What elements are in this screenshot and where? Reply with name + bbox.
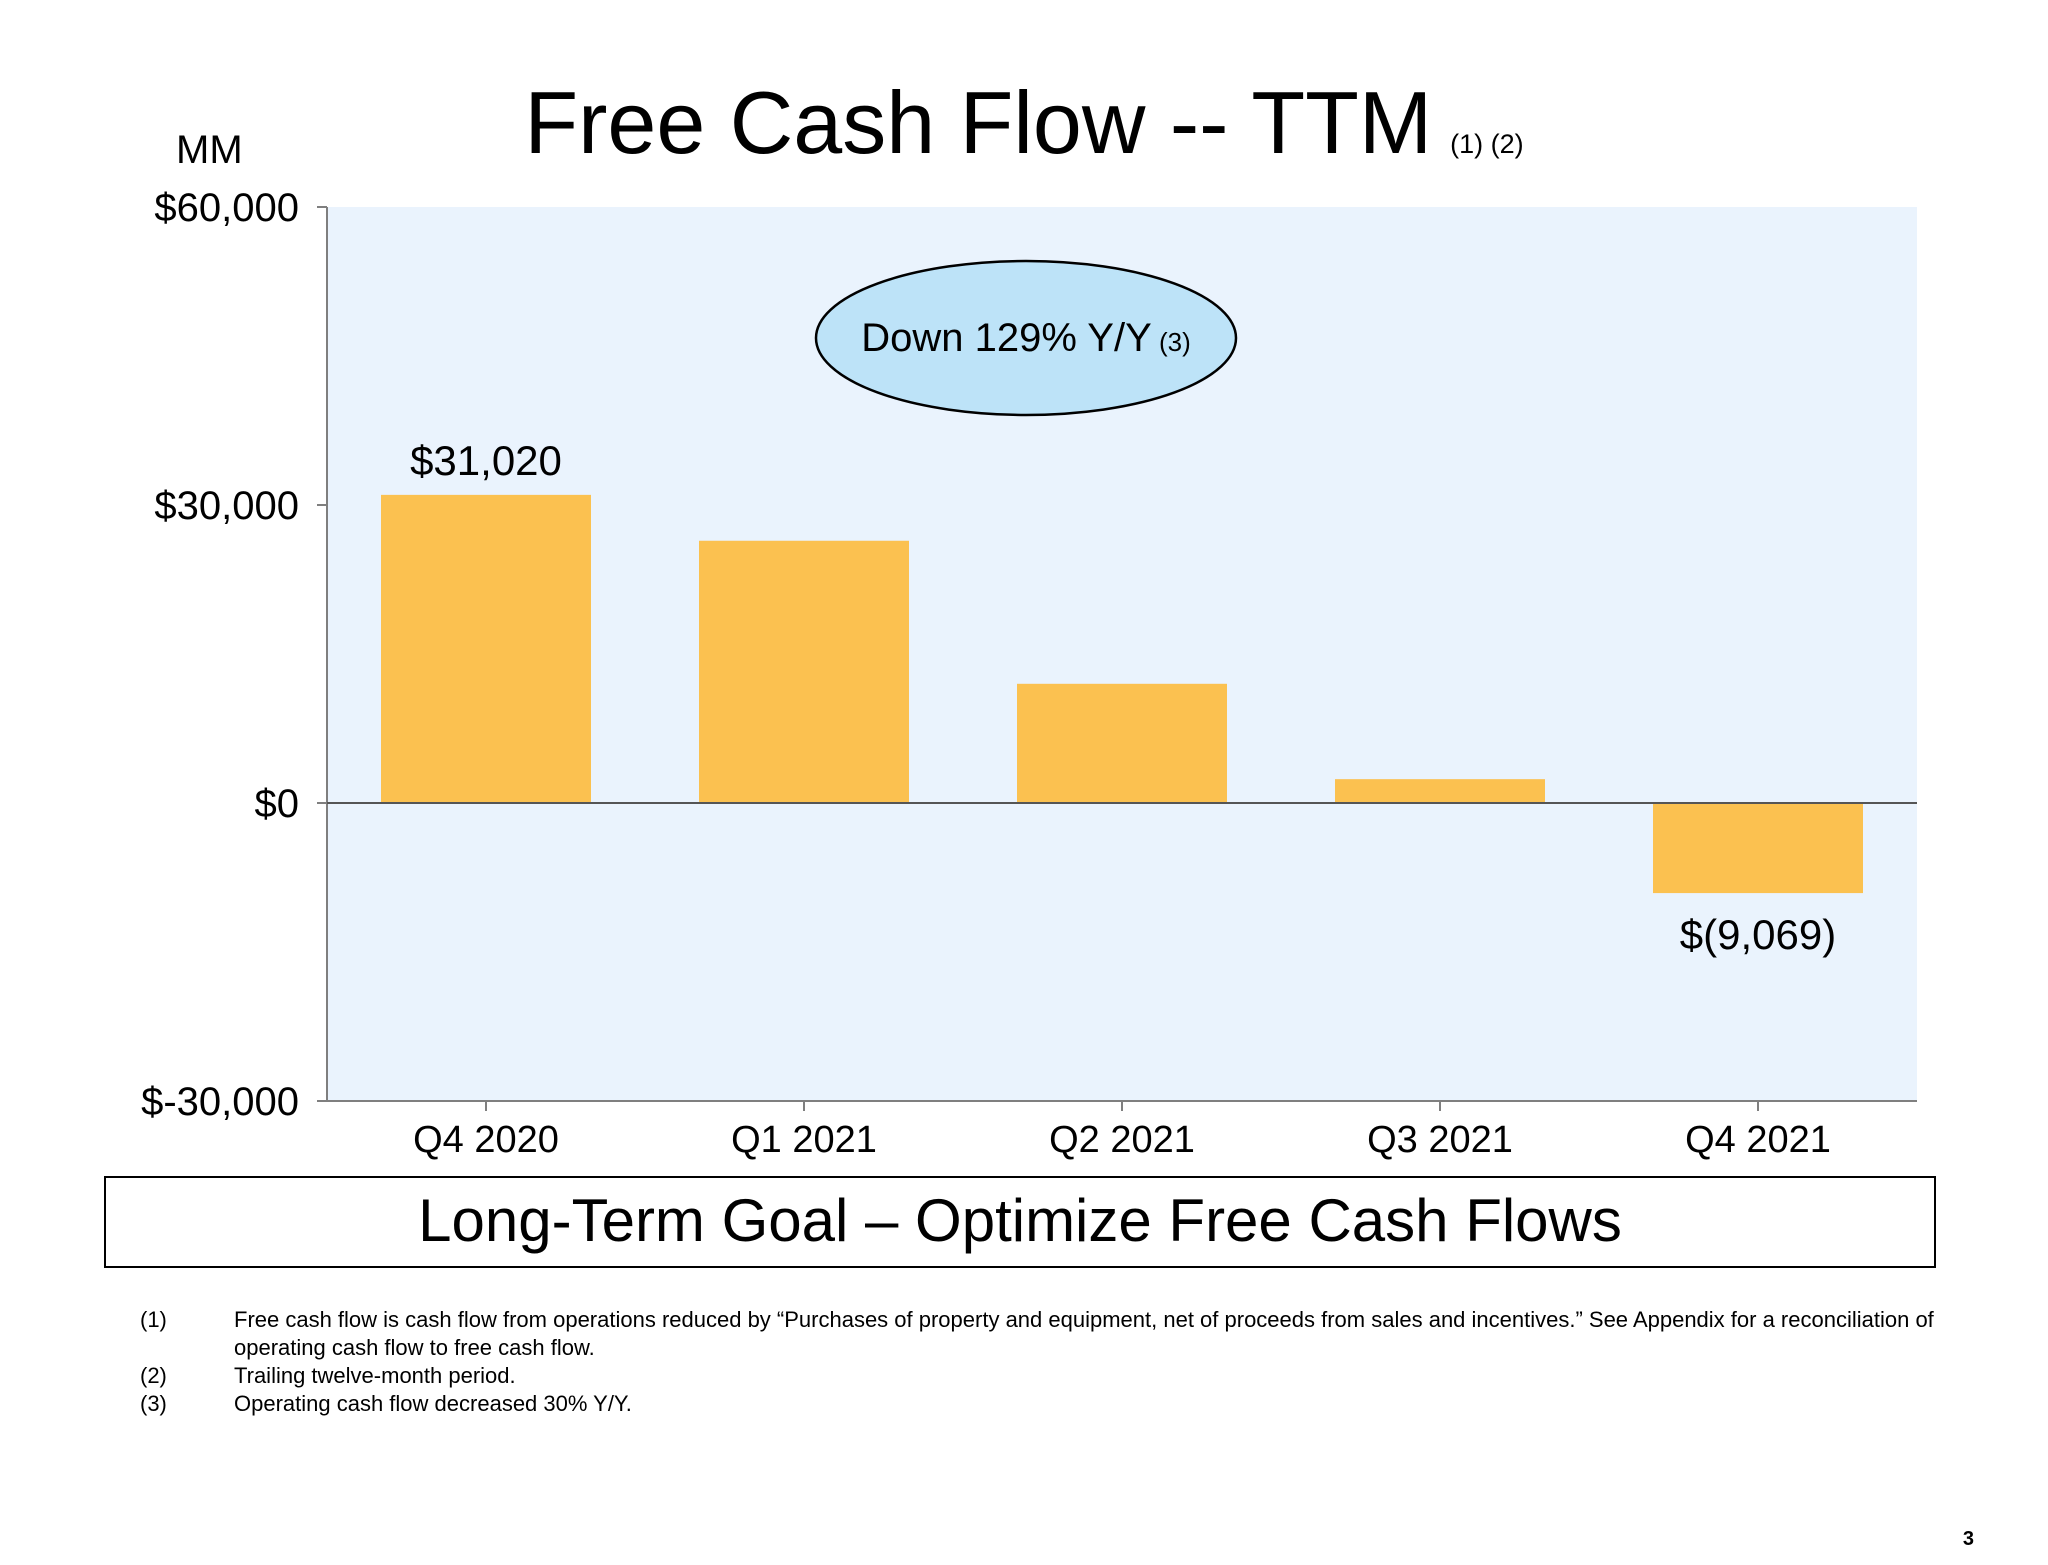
footnote-mark: (2)	[140, 1363, 167, 1388]
callout-main-text: Down 129% Y/Y	[861, 316, 1152, 360]
goal-banner: Long-Term Goal – Optimize Free Cash Flow…	[104, 1176, 1936, 1268]
callout-footnote-ref: (3)	[1152, 327, 1191, 357]
data-label: $(9,069)	[1680, 911, 1836, 958]
bar	[1653, 803, 1863, 894]
x-tick-label: Q4 2020	[413, 1119, 559, 1161]
footnote-text: Free cash flow is cash flow from operati…	[234, 1307, 1934, 1360]
footnote-text: Trailing twelve-month period.	[234, 1363, 516, 1388]
callout-ellipse	[814, 259, 1238, 417]
bar	[381, 494, 591, 803]
x-tick-label: Q1 2021	[731, 1119, 877, 1161]
bar	[1335, 779, 1545, 803]
callout-text: Down 129% Y/Y (3)	[861, 316, 1191, 360]
title-footnote-refs: (1) (2)	[1450, 129, 1524, 159]
page-number: 3	[1962, 1528, 1974, 1550]
data-label: $31,020	[410, 437, 562, 484]
footnote: (2) Trailing twelve-month period.	[140, 1362, 1940, 1390]
unit-label: MM	[176, 128, 243, 172]
footnote-text: Operating cash flow decreased 30% Y/Y.	[234, 1391, 632, 1416]
footnotes: (1) Free cash flow is cash flow from ope…	[140, 1306, 1940, 1418]
bar	[1017, 683, 1227, 803]
x-tick-label: Q4 2021	[1685, 1119, 1831, 1161]
y-tick-label: $30,000	[154, 484, 299, 528]
goal-text: Long-Term Goal – Optimize Free Cash Flow…	[418, 1187, 1622, 1254]
footnote: (1) Free cash flow is cash flow from ope…	[140, 1306, 1940, 1362]
y-tick-label: $0	[255, 782, 300, 826]
x-tick-label: Q2 2021	[1049, 1119, 1195, 1161]
footnote: (3) Operating cash flow decreased 30% Y/…	[140, 1390, 1940, 1418]
footnote-mark: (3)	[140, 1391, 167, 1416]
y-tick-label: $60,000	[154, 186, 299, 230]
chart-title: Free Cash Flow -- TTM	[524, 73, 1433, 172]
bar-chart: $60,000 $30,000 $0 $-30,000 Q4 2020 $31,020 Q1…	[141, 186, 1917, 1161]
title-area: Free Cash Flow -- TTM (1) (2)	[0, 72, 2048, 174]
footnote-mark: (1)	[140, 1307, 167, 1332]
y-tick-label: $-30,000	[141, 1080, 299, 1124]
x-tick-label: Q3 2021	[1367, 1119, 1513, 1161]
bar	[699, 540, 909, 803]
